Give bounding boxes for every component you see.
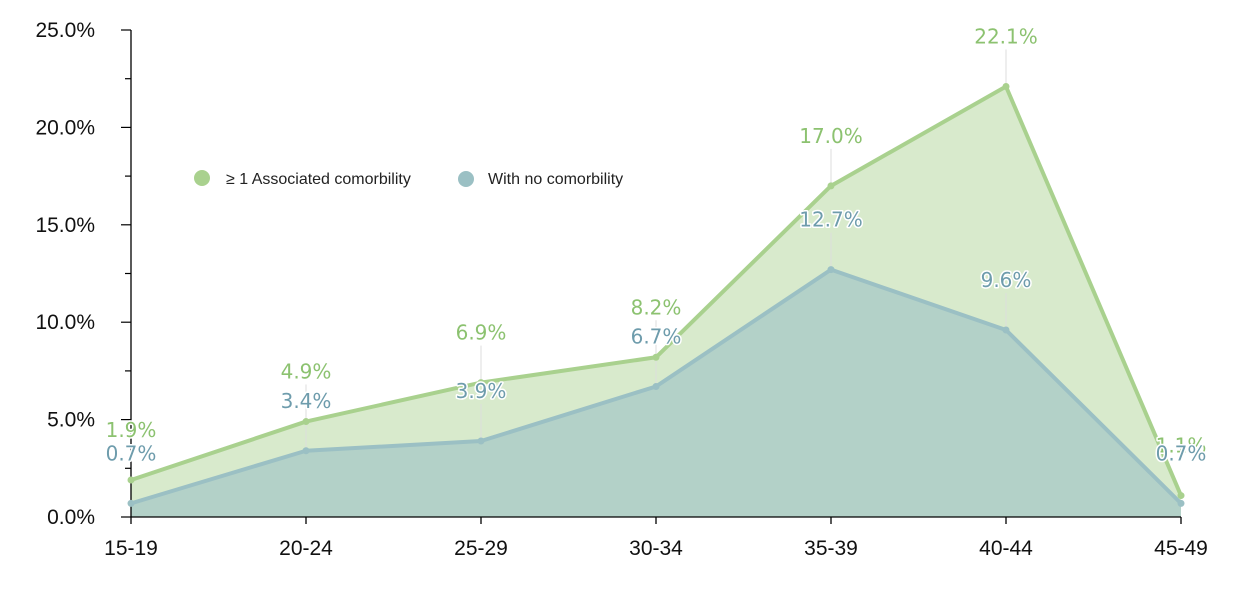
series-1-point [477,437,485,445]
series-0-point [1177,492,1185,500]
y-tick-label: 5.0% [47,409,95,432]
series-0-data-label: 17.0% [799,124,863,148]
series-0-data-label: 6.9% [456,321,507,345]
legend-label-no-comorbidity: With no comorbility [488,171,623,188]
series-1-data-label: 0.7% [1156,441,1207,465]
series-1-point [127,499,135,507]
series-1-data-label: 3.9% [456,379,507,403]
series-1-data-label: 6.7% [631,324,682,348]
series-area-1 [131,269,1181,517]
series-1-data-label: 12.7% [799,208,863,232]
series-0-data-label: 1.1% [1156,434,1207,458]
series-0-data-label: 4.9% [281,360,332,384]
legend: ≥ 1 Associated comorbility With no comor… [194,170,623,188]
series-1-point [302,447,310,455]
y-tick-label: 20.0% [35,116,95,139]
series-0-point [477,379,485,387]
series-1-point [827,266,835,274]
series-1-point [652,382,660,390]
data-labels: 1.9%4.9%6.9%8.2%17.0%22.1%1.1%0.7%3.4% 3.… [104,23,1208,467]
y-tick-label: 0.0% [47,506,95,529]
series-1-data-label: 0.7% [106,441,157,465]
x-tick-label: 35-39 [804,537,858,560]
legend-label-comorbidity: ≥ 1 Associated comorbility [226,171,411,188]
x-tick-label: 15-19 [104,537,158,560]
series-0-point [827,182,835,190]
x-tick-label: 40-44 [979,537,1033,560]
x-tick-label: 45-49 [1154,537,1208,560]
legend-swatch-no-comorbidity [458,171,474,187]
series-areas [131,49,1181,517]
series-0-data-label: 8.2% [631,295,682,319]
legend-swatch-comorbidity [194,170,210,186]
series-1-point [1177,499,1185,507]
series-0-data-label: 1.9% [106,418,157,442]
y-tick-label: 10.0% [35,311,95,334]
series-1-data-label: 3.4% [281,389,332,413]
x-tick-label: 20-24 [279,537,333,560]
y-tick-label: 25.0% [35,19,95,42]
series-0-point [127,476,135,484]
y-tick-label: 15.0% [35,214,95,237]
series-0-point [302,418,310,426]
series-1-point [1002,326,1010,334]
x-tick-label: 30-34 [629,537,683,560]
series-1-data-label: 9.6% [981,268,1032,292]
x-tick-label: 25-29 [454,537,508,560]
series-lines-and-points [127,82,1185,507]
series-0-data-label: 22.1% [974,24,1038,48]
series-0-point [1002,82,1010,90]
series-0-point [652,353,660,361]
chart-axes: 0.0% 5.0% 10.0% 15.0% 20.0% 25.0% 15-19 20-24 25… [35,19,1207,560]
